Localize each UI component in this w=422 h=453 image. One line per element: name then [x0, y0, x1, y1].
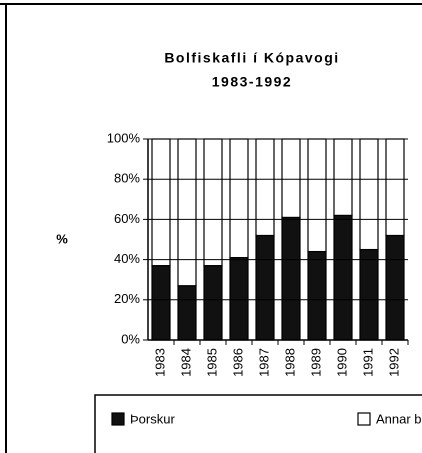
bar-segment — [229, 138, 249, 259]
bar-segment — [281, 138, 301, 218]
legend-label: Þorskur — [130, 411, 175, 426]
bar-segment — [385, 138, 405, 237]
legend-box — [94, 394, 422, 453]
x-tick-label: 1991 — [360, 348, 375, 377]
legend-swatch — [357, 412, 371, 426]
bar-segment — [281, 216, 301, 341]
bar-segment — [359, 248, 379, 341]
bar-segment — [177, 138, 197, 287]
x-tick-label: 1989 — [308, 348, 323, 377]
x-tick-label: 1988 — [282, 348, 297, 377]
x-tick-label: 1987 — [256, 348, 271, 377]
y-tick-label: 80% — [114, 171, 140, 186]
y-tick-label: 20% — [114, 291, 140, 306]
x-tick-label: 1983 — [152, 348, 167, 377]
bar-segment — [151, 265, 171, 341]
bar-segment — [333, 214, 353, 341]
bar-segment — [229, 256, 249, 341]
bar-segment — [151, 138, 171, 267]
y-axis-label: % — [56, 231, 68, 246]
bar-segment — [255, 138, 275, 237]
legend-label: Annar bolfiskafli — [376, 411, 422, 426]
y-tick-label: 60% — [114, 211, 140, 226]
bar-segment — [359, 138, 379, 251]
x-tick-label: 1990 — [334, 348, 349, 377]
bar-segment — [255, 234, 275, 341]
bar-segment — [203, 265, 223, 341]
x-tick-label: 1986 — [230, 348, 245, 377]
x-tick-label: 1985 — [204, 348, 219, 377]
y-tick-label: 100% — [107, 130, 141, 145]
legend-swatch — [111, 412, 125, 426]
bar-segment — [307, 250, 327, 341]
y-tick-label: 0% — [121, 331, 140, 346]
chart-subtitle: 1983-1992 — [212, 74, 292, 90]
x-tick-label: 1984 — [178, 348, 193, 377]
x-tick-label: 1992 — [386, 348, 401, 377]
bar-segment — [333, 138, 353, 216]
bar-segment — [203, 138, 223, 267]
bar-segment — [307, 138, 327, 253]
y-tick-label: 40% — [114, 251, 140, 266]
chart-title: Bolfiskafli í Kópavogi — [164, 50, 339, 66]
bar-segment — [385, 234, 405, 341]
bar-segment — [177, 285, 197, 341]
